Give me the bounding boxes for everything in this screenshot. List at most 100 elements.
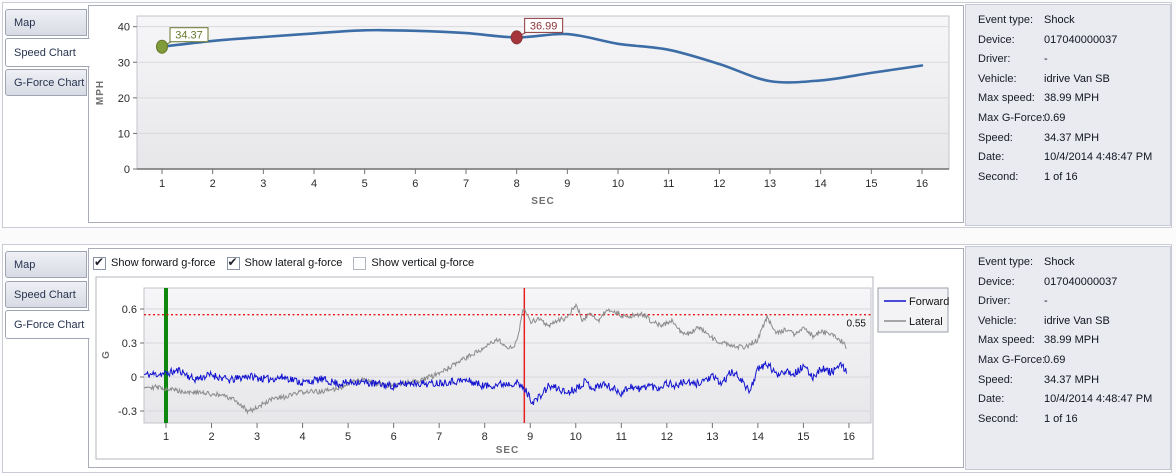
info-value: 34.37 MPH — [1044, 131, 1100, 144]
checked-checkbox-icon[interactable] — [226, 255, 240, 270]
marker-label: 34.37 — [175, 30, 203, 42]
x-tick-label: 10 — [570, 431, 582, 443]
legend-label-forward: Forward — [909, 296, 949, 308]
info-label: Second: — [978, 412, 1019, 425]
x-tick-label: 16 — [843, 431, 855, 443]
marker-36.99[interactable] — [510, 30, 523, 45]
unchecked-checkbox-icon[interactable] — [353, 256, 367, 270]
y-tick-label: 0.6 — [122, 304, 137, 316]
x-tick-label: 4 — [311, 178, 317, 190]
gforce-panel-tabstrip: Map Speed Chart G-Force Chart — [3, 245, 90, 472]
info-value: Shock — [1044, 14, 1075, 26]
x-tick-label: 1 — [159, 178, 165, 190]
x-tick-label: 9 — [564, 178, 570, 190]
info-row-vehicle-: Vehicle: idrive Van SB — [978, 70, 1170, 90]
top-tab-g-force-chart[interactable]: G-Force Chart — [5, 69, 87, 96]
x-tick-label: 6 — [412, 178, 418, 190]
info-label: Device: — [978, 275, 1015, 288]
info-value: 10/4/2014 4:48:47 PM — [1044, 151, 1153, 164]
y-tick-label: 10 — [118, 128, 130, 140]
info-row-max-speed-: Max speed: 38.99 MPH — [978, 331, 1170, 351]
info-value: 0.69 — [1044, 111, 1066, 124]
info-value: - — [1044, 295, 1048, 308]
y-tick-label: -0.3 — [118, 406, 137, 418]
x-tick-label: 13 — [706, 431, 718, 443]
info-row-vehicle-: Vehicle: idrive Van SB — [978, 312, 1170, 332]
info-row-device-: Device: 017040000037 — [978, 273, 1170, 293]
info-row-max-speed-: Max speed: 38.99 MPH — [978, 89, 1170, 109]
top-tab-speed-chart[interactable]: Speed Chart — [5, 38, 90, 67]
x-tick-label: 9 — [527, 431, 533, 443]
x-axis-title: SEC — [531, 196, 555, 207]
speed-plot-area[interactable] — [136, 15, 950, 170]
info-value: 0.69 — [1044, 353, 1066, 366]
info-row-driver-: Driver: - — [978, 50, 1170, 70]
top-tab-map[interactable]: Map — [5, 9, 87, 36]
info-value: 34.37 MPH — [1044, 373, 1100, 386]
info-label: Vehicle: — [978, 314, 1017, 327]
x-tick-label: 7 — [436, 431, 442, 443]
checkbox-label: Show vertical g-force — [371, 257, 475, 269]
x-tick-label: 12 — [713, 178, 725, 190]
gforce-chart[interactable]: -0.300.30.61 2 3 4 5 6 7 8 9 10 11 12 13 14 15 16SECG0.… — [89, 249, 961, 465]
info-label: Max G-Force: — [978, 111, 1046, 124]
info-label: Vehicle: — [978, 72, 1017, 85]
gforce-toolbar: Show forward g-force Show lateral g-force… — [93, 251, 485, 275]
x-tick-label: 14 — [815, 178, 827, 190]
legend-box — [877, 287, 949, 333]
x-tick-label: 15 — [797, 431, 809, 443]
info-value: Shock — [1044, 256, 1075, 268]
info-label: Max speed: — [978, 334, 1035, 347]
info-value: idrive Van SB — [1044, 314, 1110, 327]
bottom-tab-speed-chart[interactable]: Speed Chart — [5, 281, 87, 308]
speed-panel: Map Speed Chart G-Force Chart 0 10 20 30 40 1 2 3… — [2, 2, 1172, 228]
x-tick-label: 1 — [163, 431, 169, 443]
checked-checkbox-icon[interactable] — [93, 255, 106, 270]
info-label: Driver: — [978, 295, 1011, 308]
x-tick-label: 4 — [300, 431, 306, 443]
info-value: 1 of 16 — [1044, 412, 1078, 425]
y-tick-label: 0 — [124, 164, 130, 176]
info-label: Speed: — [978, 373, 1013, 386]
checkbox-label: Show lateral g-force — [244, 257, 343, 269]
tab-label: G-Force Chart — [14, 318, 85, 331]
gchart-plot-area[interactable] — [143, 287, 872, 424]
tab-label: G-Force Chart — [14, 76, 85, 89]
checkbox-show-lateral-g-force[interactable]: Show lateral g-force — [226, 255, 343, 270]
info-value: 10/4/2014 4:48:47 PM — [1044, 393, 1153, 406]
info-value: - — [1044, 53, 1048, 66]
x-tick-label: 10 — [612, 178, 624, 190]
info-row-speed-: Speed: 34.37 MPH — [978, 129, 1170, 149]
legend-label-lateral: Lateral — [909, 316, 943, 328]
x-tick-label: 2 — [208, 431, 214, 443]
marker-34.37[interactable] — [156, 39, 168, 54]
bottom-tab-g-force-chart[interactable]: G-Force Chart — [5, 310, 90, 339]
tab-label: Speed Chart — [14, 288, 76, 301]
info-label: Device: — [978, 33, 1015, 46]
event-info-panel-bottom: Event type: Shock Device: 017040000037 Drive… — [965, 246, 1171, 470]
info-value: 1 of 16 — [1044, 170, 1078, 183]
x-tick-label: 15 — [865, 178, 877, 190]
info-row-second-: Second: 1 of 16 — [978, 410, 1170, 430]
tab-label: Map — [14, 16, 36, 29]
checkbox-show-vertical-g-force[interactable]: Show vertical g-force — [353, 256, 475, 270]
checkbox-show-forward-g-force[interactable]: Show forward g-force — [93, 255, 216, 270]
x-axis-title: SEC — [496, 445, 520, 456]
x-tick-label: 5 — [362, 178, 368, 190]
gforce-chart-card: Show forward g-force Show lateral g-force… — [88, 248, 964, 468]
x-tick-label: 14 — [752, 431, 764, 443]
info-value: idrive Van SB — [1044, 72, 1110, 85]
info-label: Max G-Force: — [978, 353, 1046, 366]
info-row-date-: Date: 10/4/2014 4:48:47 PM — [978, 390, 1170, 410]
info-value: 017040000037 — [1044, 33, 1118, 46]
event-info-panel-top: Event type: Shock Device: 017040000037 Drive… — [965, 4, 1171, 226]
x-tick-label: 5 — [345, 431, 351, 443]
gforce-panel: Map Speed Chart G-Force Chart Show forward… — [2, 244, 1172, 473]
bottom-tab-map[interactable]: Map — [5, 251, 87, 278]
x-tick-label: 8 — [514, 178, 520, 190]
info-row-max-g-force-: Max G-Force: 0.69 — [978, 351, 1170, 371]
speed-line — [160, 28, 924, 84]
marker-label-box — [169, 27, 209, 43]
x-tick-label: 13 — [764, 178, 776, 190]
